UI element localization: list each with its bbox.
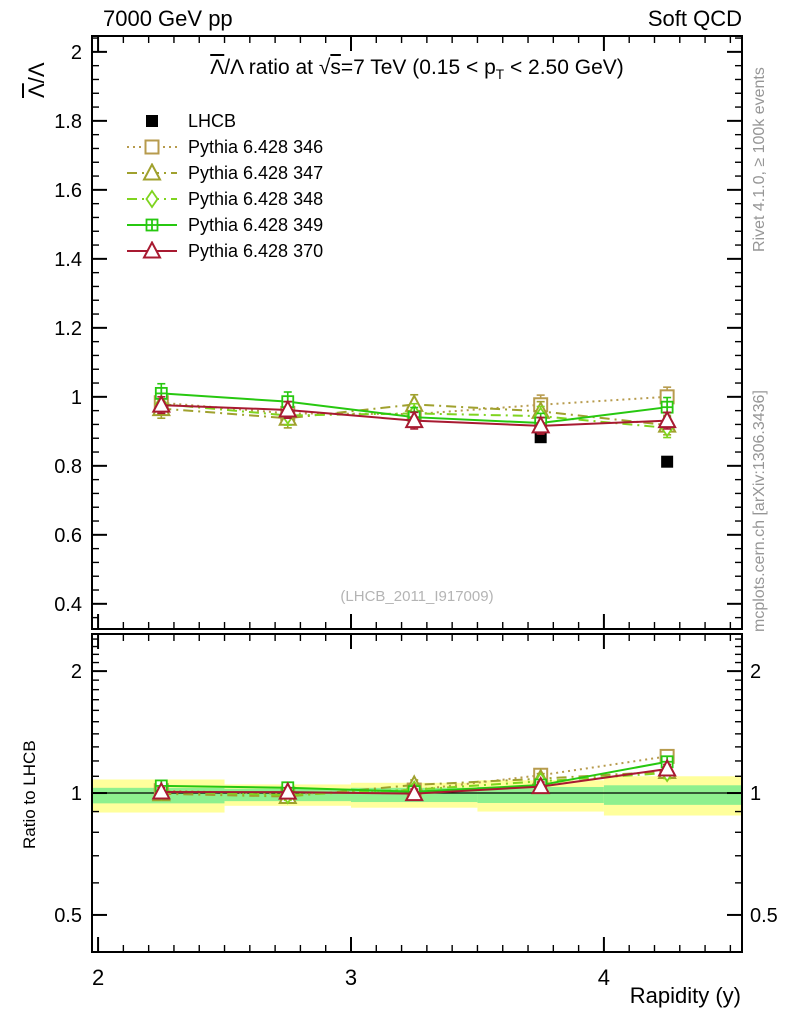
marker-triangle-open <box>151 781 171 800</box>
marker-square-filled <box>146 115 158 127</box>
main-y-tick-label: 1.8 <box>54 111 82 133</box>
ylabel-rest: /Λ <box>24 62 49 84</box>
rivet-version-note: Rivet 4.1.0, ≥ 100k events <box>751 67 768 252</box>
axis-tick-labels: 2 3 4 0.4 0.6 0.8 1 1.2 1.4 1.6 1.8 2 0.5 0.5 1 1 2 2 <box>54 42 778 990</box>
title-text: /Λ ratio at <box>224 56 319 79</box>
ratio-y-tick-label-left: 0.5 <box>54 905 82 927</box>
marker-triangle-open <box>278 781 298 800</box>
legend-marker-pythia-6.428-346 <box>127 139 177 155</box>
marker-square-open <box>144 139 160 155</box>
axis-ticks <box>92 36 742 952</box>
main-y-tick-label: 1.6 <box>54 180 82 202</box>
series-line <box>161 403 668 429</box>
legend-label: Pythia 6.428 348 <box>188 188 324 209</box>
marker-triangle-open <box>151 394 171 413</box>
ratio-y-tick-label-right: 0.5 <box>750 905 778 927</box>
title-lambda-bar: Λ <box>210 56 225 79</box>
analysis-id-watermark: (LHCB_2011_I917009) <box>340 588 494 605</box>
process-group-label: Soft QCD <box>647 6 742 31</box>
mcplots-arxiv-note: mcplots.cern.ch [arXiv:1306.3436] <box>751 390 768 632</box>
main-y-tick-label: 0.6 <box>54 525 82 547</box>
ratio-y-axis-label: Ratio to LHCB <box>20 740 39 849</box>
ratio-panel-series <box>151 748 677 805</box>
marker-triangle-open <box>404 782 424 802</box>
legend: LHCB Pythia 6.428 346 Pythia 6.428 347 Pyth… <box>126 108 323 264</box>
legend-marker-pythia-6.428-348 <box>127 189 177 209</box>
marker-triangle-open <box>531 415 551 434</box>
marker-triangle-open <box>142 163 162 181</box>
legend-marker-lhcb <box>146 115 158 127</box>
beam-energy-label: 7000 GeV pp <box>103 6 233 31</box>
main-y-tick-label: 2 <box>71 42 82 64</box>
band-inner <box>603 785 742 805</box>
ratio-y-tick-label-left: 1 <box>71 783 82 805</box>
title-text-3: < 2.50 GeV) <box>504 56 624 79</box>
legend-marker-pythia-6.428-347 <box>127 163 177 181</box>
main-y-tick-label: 0.8 <box>54 456 82 478</box>
legend-label: Pythia 6.428 346 <box>188 136 324 157</box>
marker-diamond-open <box>145 189 159 209</box>
marker-triangle-open <box>142 241 162 259</box>
x-axis-label: Rapidity (y) <box>629 983 741 1008</box>
ratio-y-tick-label-right: 2 <box>750 661 761 683</box>
ratio-series-line <box>161 771 668 797</box>
legend-marker-pythia-6.428-370 <box>127 241 177 259</box>
main-y-tick-label: 1 <box>71 387 82 409</box>
marker-triangle-open <box>404 410 424 429</box>
title-sqrt-sign: √ <box>318 56 331 79</box>
marker-triangle-open <box>531 775 551 795</box>
x-tick-label: 2 <box>92 965 104 990</box>
band-inner <box>477 786 604 803</box>
main-y-tick-label: 1.4 <box>54 249 82 271</box>
main-y-axis-label: Λ/Λ <box>24 62 50 98</box>
legend-label: Pythia 6.428 349 <box>188 214 324 235</box>
marker-square-filled <box>661 455 674 468</box>
legend-marker-pythia-6.428-349 <box>127 218 177 232</box>
title-sqrt-arg: s <box>330 56 341 79</box>
title-text-2: =7 TeV (0.15 < p <box>340 56 496 79</box>
ylabel-lambda-bar: Λ <box>24 83 49 98</box>
marker-triangle-open <box>657 758 677 777</box>
x-tick-label: 4 <box>598 965 610 990</box>
marker-triangle-open <box>657 410 677 429</box>
series-line <box>161 403 668 427</box>
legend-label: Pythia 6.428 347 <box>188 162 324 183</box>
main-frame <box>91 35 743 630</box>
main-panel-series <box>151 382 677 468</box>
legend-label: LHCB <box>188 110 237 131</box>
legend-item: Pythia 6.428 349 <box>126 212 323 238</box>
main-y-tick-label: 0.4 <box>54 594 82 616</box>
ratio-y-tick-label-right: 1 <box>750 783 761 805</box>
legend-item: LHCB <box>126 108 323 134</box>
x-tick-label: 3 <box>345 965 357 990</box>
legend-label: Pythia 6.428 370 <box>188 240 324 261</box>
legend-item: Pythia 6.428 370 <box>126 238 323 264</box>
ratio-y-tick-label-left: 2 <box>71 661 82 683</box>
title-subscript: T <box>495 67 505 82</box>
legend-item: Pythia 6.428 347 <box>126 160 323 186</box>
legend-item: Pythia 6.428 346 <box>126 134 323 160</box>
legend-item: Pythia 6.428 348 <box>126 186 323 212</box>
main-y-tick-label: 1.2 <box>54 318 82 340</box>
plot-title: Λ/Λ ratio at √s=7 TeV (0.15 < pT < 2.50 … <box>92 56 742 82</box>
marker-triangle-open <box>278 399 298 418</box>
